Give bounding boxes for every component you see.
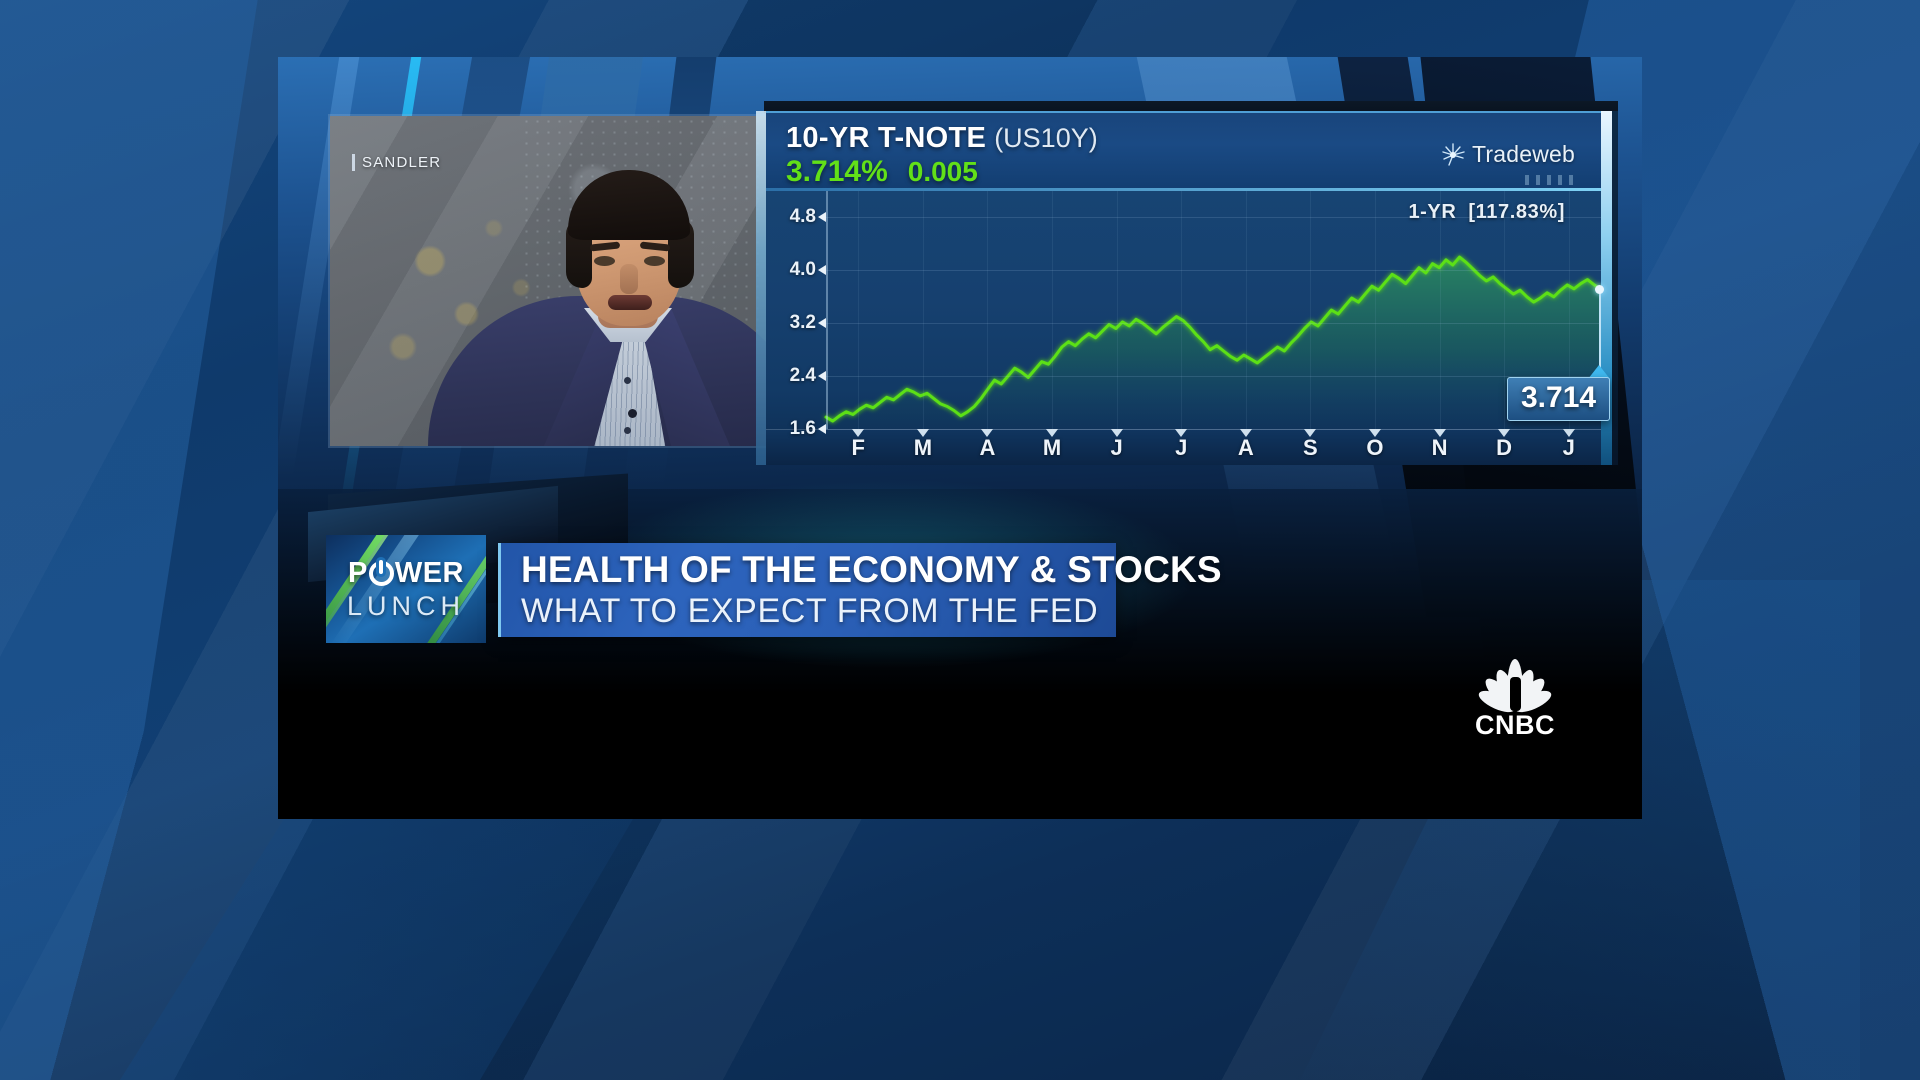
- y-axis-tick-label: 1.6: [789, 418, 816, 439]
- x-axis-tick-mark: [1562, 429, 1575, 437]
- horizontal-gridline: [826, 376, 1601, 378]
- x-axis-tick-mark: [1368, 429, 1381, 437]
- last-price-marker-dot: [1595, 285, 1604, 295]
- market-quote-panel: 10-YR T-NOTE (US10Y) 3.714% 0.005: [756, 101, 1618, 465]
- name-tag-accent-bar: [352, 154, 355, 171]
- vertical-gridline: [1310, 191, 1312, 429]
- x-axis-month-label: N: [1431, 435, 1448, 460]
- horizontal-gridline: [826, 429, 1601, 430]
- last-price-marker-arrow: [1588, 365, 1610, 379]
- power-button-icon: [368, 560, 394, 586]
- chart-canvas: 1-YR [117.83%] 4.8 4.0 3.2 2.4 1.6 F M A M J J A S O N…: [766, 191, 1611, 465]
- vertical-gridline: [922, 191, 924, 429]
- last-price-marker-stem: [1599, 289, 1601, 373]
- headline-banner: HEALTH OF THE ECONOMY & STOCKS WHAT TO E…: [498, 543, 1222, 637]
- y-axis-tick-mark: [818, 212, 826, 223]
- headline-line2: WHAT TO EXPECT FROM THE FED: [521, 592, 1099, 630]
- vertical-gridline: [1116, 191, 1118, 429]
- quote-header: 10-YR T-NOTE (US10Y) 3.714% 0.005: [766, 111, 1601, 191]
- x-axis-tick-mark: [1110, 429, 1123, 437]
- broadcast-video-frame: SANDLER 10-YR T-NOTE (US10Y) 3.714% 0.005: [278, 57, 1642, 819]
- guest-name-tag: SANDLER: [352, 154, 441, 171]
- y-axis-tick-mark: [818, 265, 826, 276]
- x-axis-month-label: J: [1562, 435, 1575, 460]
- starburst-icon: [1442, 142, 1465, 166]
- y-axis-tick-mark: [818, 424, 826, 434]
- quote-change: 0.005: [907, 156, 978, 187]
- lower-third: P WER LUNCH HEALTH OF THE ECONOMY & STOCK…: [326, 535, 1222, 643]
- x-axis-tick-mark: [1433, 429, 1446, 437]
- x-axis-tick-mark: [981, 429, 994, 437]
- vertical-gridline: [1181, 191, 1183, 429]
- peacock-icon: [1462, 655, 1568, 716]
- y-axis-tick-label: 4.8: [789, 206, 816, 228]
- vertical-gridline: [1568, 191, 1570, 429]
- x-axis-tick-mark: [1239, 429, 1252, 437]
- guest-video-panel: SANDLER: [330, 116, 785, 446]
- y-axis-tick-mark: [818, 371, 826, 382]
- x-axis-month-label: S: [1303, 435, 1318, 460]
- horizontal-gridline: [826, 323, 1601, 325]
- x-axis-month-label: J: [1110, 435, 1123, 460]
- x-axis-tick-mark: [1046, 429, 1059, 437]
- vertical-gridline: [1374, 191, 1376, 429]
- y-axis-tick-label: 3.2: [789, 312, 816, 334]
- x-axis-tick-mark: [1498, 429, 1511, 437]
- quote-symbol-label: 10-YR T-NOTE: [786, 122, 987, 154]
- panel-right-accent-bar: [1601, 111, 1612, 465]
- x-axis-month-label: M: [1042, 435, 1062, 460]
- x-axis-month-label: A: [979, 435, 996, 460]
- data-source-name: Tradeweb: [1471, 141, 1575, 167]
- range-change-percent: [117.83%]: [1468, 201, 1565, 223]
- network-logo: CNBC: [1462, 655, 1568, 741]
- x-axis-tick-mark: [1175, 429, 1188, 437]
- quote-title: 10-YR T-NOTE (US10Y): [786, 122, 1098, 155]
- price-line-chart: [824, 255, 1603, 429]
- vertical-gridline: [987, 191, 989, 429]
- vertical-gridline: [1245, 191, 1247, 429]
- show-logo-line2: LUNCH: [346, 590, 465, 621]
- chart-range-label: 1-YR [117.83%]: [1408, 201, 1565, 224]
- y-axis-tick-mark: [818, 318, 826, 329]
- x-axis-month-label: F: [851, 435, 866, 460]
- y-axis-tick-label: 2.4: [789, 365, 816, 387]
- headline-line1: HEALTH OF THE ECONOMY & STOCKS: [521, 549, 1222, 590]
- x-axis-tick-mark: [1304, 429, 1317, 437]
- quote-price: 3.714%: [786, 155, 888, 188]
- vertical-gridline: [858, 191, 860, 429]
- range-period: 1-YR: [1408, 201, 1457, 223]
- y-axis-line: [826, 191, 828, 429]
- y-axis-tick-label: 4.0: [789, 259, 816, 281]
- quote-ticker: (US10Y): [994, 123, 1098, 153]
- quote-values: 3.714% 0.005: [786, 155, 978, 189]
- guest-person: [428, 146, 785, 446]
- x-axis-month-label: A: [1237, 435, 1254, 460]
- last-price-callout: 3.714: [1507, 377, 1611, 421]
- vertical-gridline: [1052, 191, 1054, 429]
- network-name: CNBC: [1475, 710, 1555, 740]
- vertical-gridline: [1439, 191, 1441, 429]
- show-logo: P WER LUNCH: [326, 535, 486, 643]
- horizontal-gridline: [826, 270, 1601, 272]
- x-axis-tick-mark: [852, 429, 865, 437]
- peacock-center-gap: [1509, 677, 1521, 711]
- panel-left-accent-bar: [756, 111, 766, 465]
- guest-name-text: SANDLER: [362, 154, 442, 171]
- x-axis-month-label: J: [1175, 435, 1188, 460]
- x-axis-tick-mark: [916, 429, 929, 437]
- panel-tick-marks: [1525, 175, 1573, 185]
- panel-top-cap: [764, 101, 1618, 113]
- horizontal-gridline: [826, 217, 1601, 219]
- data-source-logo: Tradeweb: [1440, 141, 1575, 168]
- x-axis-month-label: D: [1496, 435, 1513, 460]
- x-axis-month-label: M: [913, 435, 933, 460]
- x-axis-month-label: O: [1366, 435, 1384, 460]
- show-logo-line1: P WER: [347, 556, 464, 589]
- vertical-gridline: [1504, 191, 1506, 429]
- chart-plot-area: 1-YR [117.83%] 4.8 4.0 3.2 2.4 1.6 F M A M J J A S O N…: [766, 191, 1611, 465]
- panel-right-shadow-bar: [1612, 111, 1618, 465]
